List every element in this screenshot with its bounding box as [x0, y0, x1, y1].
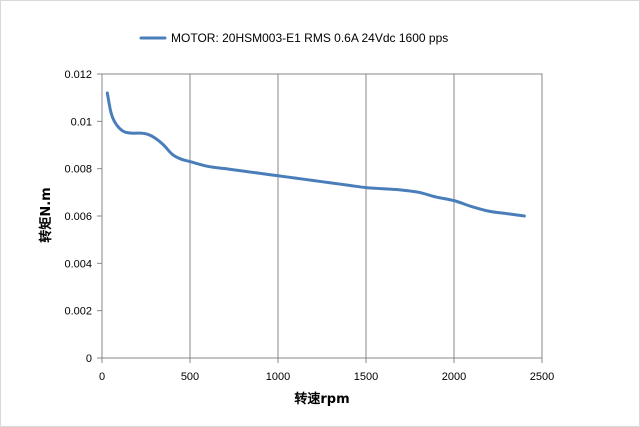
x-axis-ticks: 0 500 1000 1500 2000 2500	[99, 358, 554, 383]
y-tick-label: 0	[86, 353, 92, 365]
legend-label: MOTOR: 20HSM003-E1 RMS 0.6A 24Vdc 1600 p…	[171, 31, 448, 45]
x-tick-label: 0	[99, 371, 105, 383]
y-tick-label: 0.002	[64, 306, 92, 318]
series-layer	[105, 91, 526, 218]
x-tick-label: 500	[181, 371, 199, 383]
x-tick-label: 2500	[530, 371, 554, 383]
y-tick-label: 0.01	[71, 116, 92, 128]
series-line	[105, 91, 526, 218]
x-axis-title: 转速rpm	[294, 391, 349, 407]
x-tick-label: 1000	[266, 371, 290, 383]
y-tick-label: 0.012	[64, 69, 92, 81]
y-tick-label: 0.008	[64, 164, 92, 176]
grid-lines	[189, 74, 455, 358]
y-tick-label: 0.006	[64, 211, 92, 223]
plot-area-border	[101, 73, 543, 359]
y-axis-title: 转矩N.m	[38, 187, 54, 242]
legend: MOTOR: 20HSM003-E1 RMS 0.6A 24Vdc 1600 p…	[139, 31, 448, 45]
x-tick-label: 1500	[354, 371, 378, 383]
y-axis-ticks: 0 0.002 0.004 0.006 0.008 0.01 0.012	[64, 69, 102, 365]
x-tick-label: 2000	[442, 371, 466, 383]
y-tick-label: 0.004	[64, 258, 92, 270]
